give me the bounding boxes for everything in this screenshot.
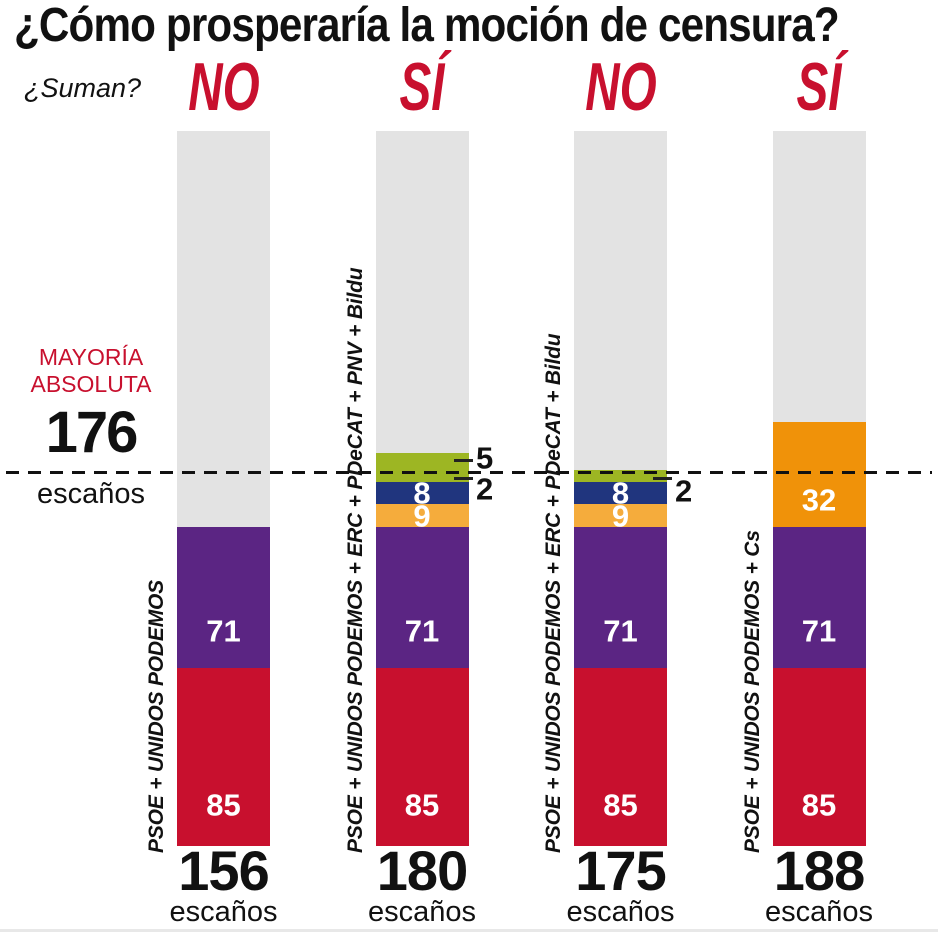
bar-segment-pdecat xyxy=(574,482,667,504)
segment-value-label: 9 xyxy=(413,498,431,534)
segment-value-label: 8 xyxy=(611,475,630,511)
bar-total-unit: escaños xyxy=(566,896,675,928)
bar-segment-unidos-podemos xyxy=(574,527,667,668)
coalition-label-2: PSOE + UNIDOS PODEMOS + ERC + PDeCAT + P… xyxy=(343,267,367,853)
bar-segment-erc xyxy=(574,504,667,527)
bar-segment-unidos-podemos xyxy=(375,527,469,668)
segment-value-label: 9 xyxy=(611,498,630,534)
bar-segment-unidos-podemos xyxy=(177,527,270,668)
majority-label-line2: ABSOLUTA xyxy=(30,371,152,397)
coalition-label-1: PSOE + UNIDOS PODEMOS xyxy=(145,580,168,853)
bar-total-value: 180 xyxy=(376,839,468,902)
outside-value-label: 5 xyxy=(476,440,494,476)
segment-value-label: 71 xyxy=(206,613,241,649)
bar-segment-psoe xyxy=(177,668,270,846)
coalition-label-4: PSOE + UNIDOS PODEMOS + Cs xyxy=(740,530,764,853)
bar-segment-psoe xyxy=(574,668,667,846)
bar-total-unit: escaños xyxy=(367,896,476,928)
majority-label: MAYORÍA ABSOLUTA xyxy=(0,344,182,398)
page-title: ¿Cómo prosperaría la moción de censura? xyxy=(14,0,840,52)
bar-total-unit: escaños xyxy=(169,896,278,928)
value-tick xyxy=(454,477,473,480)
verdict-header-3: NO xyxy=(584,49,657,125)
segment-value-label: 71 xyxy=(404,613,440,649)
bar-segment-pnv xyxy=(375,453,469,474)
majority-unit: escaños xyxy=(36,478,145,510)
coalition-label-3: PSOE + UNIDOS PODEMOS + ERC + PDeCAT + B… xyxy=(542,333,565,853)
bar-segment-erc xyxy=(375,504,469,527)
bar-segment-unidos-podemos xyxy=(772,527,866,668)
segment-value-label: 8 xyxy=(413,475,431,511)
bar-segment-cs xyxy=(772,422,866,527)
segment-value-label: 71 xyxy=(801,613,837,649)
bar-segment-psoe xyxy=(375,668,469,846)
value-tick xyxy=(454,459,473,462)
outside-value-label: 2 xyxy=(675,473,693,509)
suman-label: ¿Suman? xyxy=(24,73,142,103)
outside-value-label: 2 xyxy=(476,471,494,507)
majority-threshold-line xyxy=(6,471,932,474)
verdict-header-1: NO xyxy=(187,49,260,125)
bar-segment-pdecat xyxy=(375,482,469,504)
bar-total-value: 156 xyxy=(178,839,269,902)
bar-segment-psoe xyxy=(772,668,866,846)
segment-value-label: 32 xyxy=(801,482,837,518)
verdict-header-2: SÍ xyxy=(399,49,445,125)
segment-value-label: 85 xyxy=(206,787,241,823)
bottom-divider xyxy=(0,929,938,932)
bar-total-unit: escaños xyxy=(764,896,873,928)
majority-label-line1: MAYORÍA xyxy=(38,344,144,370)
bar-total-value: 188 xyxy=(773,839,865,902)
bar-total-value: 175 xyxy=(575,839,666,902)
segment-value-label: 71 xyxy=(603,613,638,649)
segment-value-label: 85 xyxy=(603,787,638,823)
value-tick xyxy=(653,477,672,480)
verdict-header-4: SÍ xyxy=(796,49,842,125)
bar-segment-bildu xyxy=(375,474,469,482)
majority-value: 176 xyxy=(45,400,139,465)
segment-value-label: 85 xyxy=(404,787,440,823)
segment-value-label: 85 xyxy=(801,787,837,823)
